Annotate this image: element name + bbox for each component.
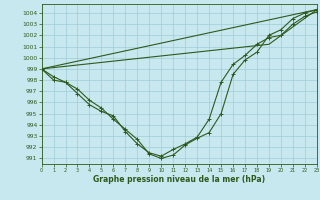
X-axis label: Graphe pression niveau de la mer (hPa): Graphe pression niveau de la mer (hPa) — [93, 175, 265, 184]
